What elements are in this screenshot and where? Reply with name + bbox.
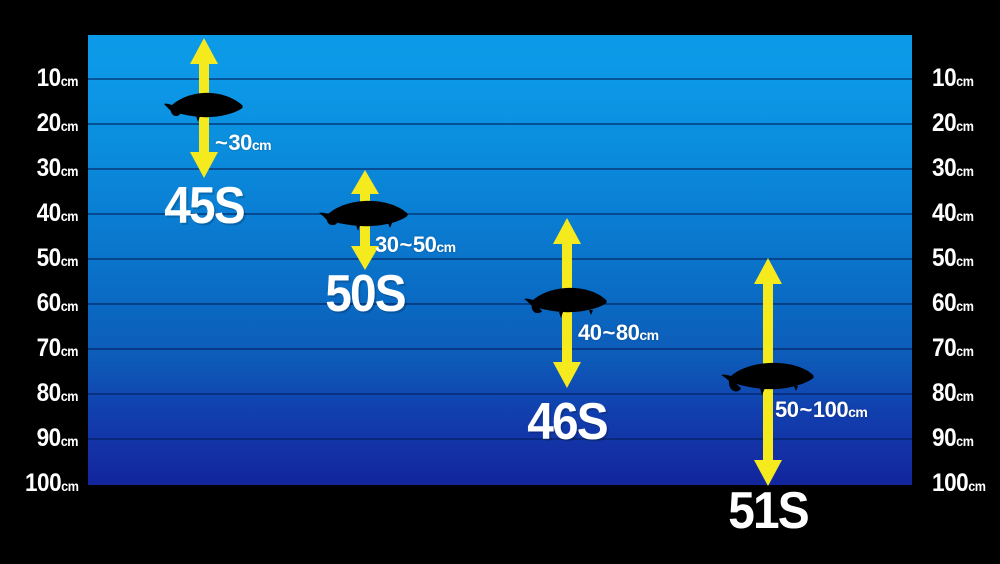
depth-tick-left-10: 10cm [36, 63, 79, 93]
range-to: 80 [615, 320, 640, 345]
gridline-10cm [88, 78, 912, 80]
depth-tick-left-30: 30cm [36, 153, 79, 183]
depth-tick-right-90: 90cm [932, 423, 974, 453]
depth-tick-right-60: 60cm [932, 288, 974, 318]
depth-tick-left-70: 70cm [36, 333, 79, 363]
depth-tick-left-90: 90cm [36, 423, 79, 453]
model-label-50s: 50S [325, 265, 406, 323]
tick-value: 80 [932, 379, 957, 407]
lure-silhouette-51s [720, 361, 816, 397]
tick-unit: cm [956, 73, 974, 89]
range-label-50s: 30~50cm [375, 232, 456, 257]
tick-value: 70 [932, 334, 957, 362]
tick-unit: cm [60, 478, 79, 494]
tick-value: 20 [932, 109, 957, 137]
depth-scale-left: 10cm 20cm 30cm 40cm 50cm 60cm 70cm 80cm … [0, 35, 86, 497]
tick-unit: cm [60, 118, 79, 134]
range-from: 40 [578, 320, 602, 345]
tick-value: 100 [932, 469, 969, 497]
tick-unit: cm [956, 343, 974, 359]
depth-tick-right-70: 70cm [932, 333, 974, 363]
tick-value: 90 [36, 424, 62, 452]
tick-value: 10 [932, 64, 957, 92]
depth-tick-right-10: 10cm [932, 63, 974, 93]
tick-unit: cm [956, 208, 974, 224]
gridline-60cm [88, 303, 912, 305]
depth-tick-left-80: 80cm [36, 378, 79, 408]
range-label-46s: 40~80cm [578, 320, 659, 345]
gridline-70cm [88, 348, 912, 350]
tick-value: 80 [36, 379, 62, 407]
depth-tick-right-30: 30cm [932, 153, 974, 183]
tick-value: 60 [36, 289, 62, 317]
range-prefix: ~ [215, 130, 228, 155]
tick-value: 50 [36, 244, 62, 272]
tick-value: 60 [932, 289, 957, 317]
depth-tick-right-20: 20cm [932, 108, 974, 138]
tick-value: 100 [24, 469, 61, 497]
gridline-50cm [88, 258, 912, 260]
tick-unit: cm [60, 208, 79, 224]
lure-silhouette-50s [318, 199, 410, 233]
tick-unit: cm [956, 298, 974, 314]
depth-scale-right: 10cm 20cm 30cm 40cm 50cm 60cm 70cm 80cm … [914, 35, 1000, 497]
range-number: 30 [228, 130, 252, 155]
tick-unit: cm [60, 388, 79, 404]
depth-tick-left-50: 50cm [36, 243, 79, 273]
range-unit: cm [848, 404, 868, 420]
tick-value: 30 [932, 154, 957, 182]
tick-unit: cm [956, 388, 974, 404]
gridline-40cm [88, 213, 912, 215]
lure-silhouette-45s [163, 91, 245, 125]
tick-value: 70 [36, 334, 62, 362]
depth-tick-right-80: 80cm [932, 378, 974, 408]
model-label-51s: 51S [728, 482, 809, 540]
tick-unit: cm [60, 433, 79, 449]
tick-unit: cm [968, 478, 986, 494]
depth-tick-left-40: 40cm [36, 198, 79, 228]
tick-value: 40 [932, 199, 957, 227]
tick-unit: cm [956, 163, 974, 179]
depth-tick-right-100: 100cm [932, 468, 986, 498]
model-label-45s: 45S [164, 177, 245, 235]
model-label-46s: 46S [527, 393, 608, 451]
depth-tick-left-100: 100cm [24, 468, 78, 498]
gridline-80cm [88, 393, 912, 395]
range-unit: cm [436, 239, 456, 255]
range-label-51s: 50~100cm [775, 397, 868, 422]
range-label-45s: ~30cm [214, 130, 272, 156]
tick-value: 50 [932, 244, 957, 272]
depth-tick-left-20: 20cm [36, 108, 79, 138]
tick-value: 10 [36, 64, 62, 92]
range-from: 30 [375, 232, 399, 257]
tick-value: 30 [36, 154, 62, 182]
range-from: 50 [775, 397, 799, 422]
depth-tick-right-50: 50cm [932, 243, 974, 273]
tick-unit: cm [60, 253, 79, 269]
lure-silhouette-46s [523, 286, 609, 320]
range-unit: cm [639, 327, 659, 343]
tick-unit: cm [60, 343, 79, 359]
depth-tick-left-60: 60cm [36, 288, 79, 318]
tick-unit: cm [956, 118, 974, 134]
range-to: 50 [412, 232, 437, 257]
gridline-30cm [88, 168, 912, 170]
tick-unit: cm [956, 253, 974, 269]
tick-value: 90 [932, 424, 957, 452]
gridline-20cm [88, 123, 912, 125]
tick-unit: cm [60, 298, 79, 314]
tick-unit: cm [60, 73, 79, 89]
tick-unit: cm [60, 163, 79, 179]
gridline-90cm [88, 438, 912, 440]
tick-value: 40 [36, 199, 62, 227]
range-unit: cm [251, 137, 272, 153]
depth-tick-right-40: 40cm [932, 198, 974, 228]
range-to: 100 [812, 397, 849, 422]
tick-unit: cm [956, 433, 974, 449]
tick-value: 20 [36, 109, 62, 137]
